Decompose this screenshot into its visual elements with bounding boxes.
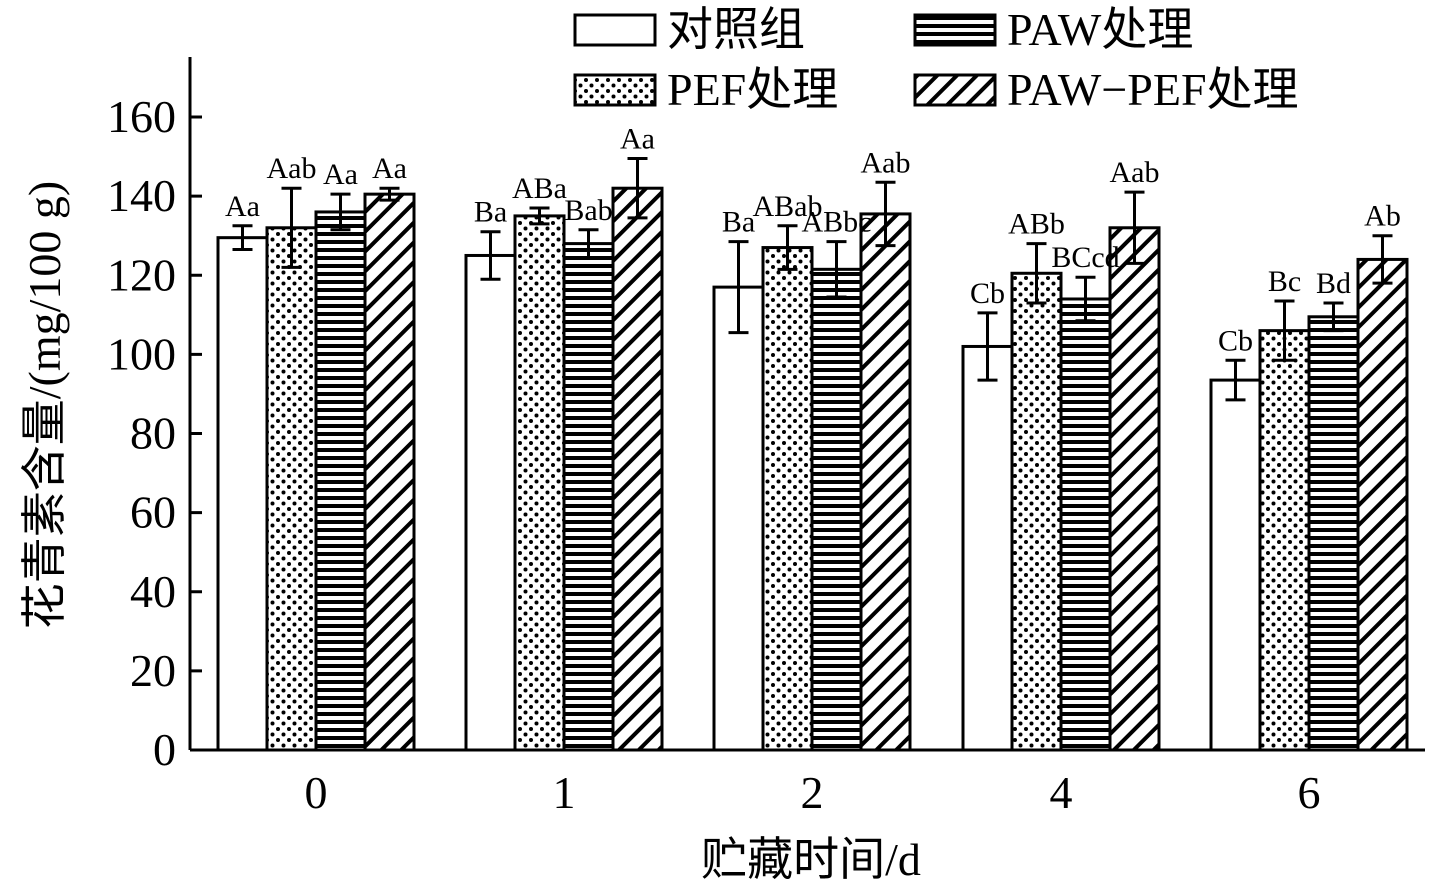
x-tick-label: 6 — [1298, 767, 1321, 818]
x-tick-label: 1 — [553, 767, 576, 818]
significance-label: Ba — [474, 196, 507, 229]
significance-label: ABb — [1008, 208, 1065, 241]
bar — [1108, 226, 1161, 752]
y-tick-label: 80 — [130, 408, 176, 459]
y-tick-label: 60 — [130, 487, 176, 538]
bar — [1258, 329, 1311, 752]
significance-label: Aa — [372, 152, 407, 185]
bar — [961, 344, 1014, 752]
bar — [363, 192, 416, 752]
bars — [216, 157, 1409, 752]
bar — [810, 267, 863, 752]
bar — [513, 214, 566, 752]
bar — [314, 210, 367, 752]
legend-label: PAW−PEF处理 — [1007, 64, 1299, 115]
significance-label: Bab — [564, 194, 612, 227]
significance-label: ABbc — [802, 206, 872, 239]
significance-label: Aa — [323, 158, 358, 191]
bar — [562, 242, 615, 752]
x-tick-label: 0 — [305, 767, 328, 818]
x-axis-title: 贮藏时间/d — [701, 834, 921, 885]
significance-label: Aa — [225, 190, 260, 223]
significance-label: Cb — [970, 277, 1005, 310]
bar — [1209, 378, 1262, 752]
legend-label: PEF处理 — [667, 64, 838, 115]
significance-label: Bd — [1316, 267, 1351, 300]
bar — [1059, 297, 1112, 752]
significance-label: Cb — [1218, 324, 1253, 357]
y-tick-label: 20 — [130, 645, 176, 696]
significance-label: Ab — [1364, 200, 1401, 233]
significance-label: Aab — [267, 152, 317, 185]
legend-label: PAW处理 — [1007, 4, 1193, 55]
significance-label: ABab — [753, 190, 823, 223]
x-tick-label: 2 — [801, 767, 824, 818]
axes: 0 20 40 60 80 100 120 140 160 0 1 2 4 6 — [107, 57, 1425, 818]
bar — [1356, 257, 1409, 752]
y-axis-title: 花青素含量/(mg/100 g) — [19, 181, 70, 629]
significance-labels: Aa Ba Ba Cb Cb Aab ABa ABab ABb Bc Aa Bab ABbc BCcd Bd… — [225, 123, 1401, 358]
significance-label: Bc — [1268, 265, 1301, 298]
bar — [712, 285, 765, 752]
y-tick-label: 0 — [153, 724, 176, 775]
bar — [1307, 315, 1360, 752]
y-tick-label: 120 — [107, 249, 176, 300]
bar — [265, 226, 318, 752]
y-tick-label: 100 — [107, 328, 176, 379]
legend-swatch — [913, 73, 997, 107]
y-tick-label: 160 — [107, 91, 176, 142]
significance-label: Ba — [722, 206, 755, 239]
y-tick-label: 40 — [130, 566, 176, 617]
bar — [464, 253, 517, 752]
significance-label: ABa — [512, 172, 567, 205]
x-tick-label: 4 — [1050, 767, 1073, 818]
legend-swatch — [573, 13, 657, 47]
legend-swatch — [913, 13, 997, 47]
bar — [859, 212, 912, 752]
significance-label: Aa — [620, 123, 655, 156]
significance-label: Aab — [861, 146, 911, 179]
bar — [611, 186, 664, 752]
significance-label: Aab — [1110, 156, 1160, 189]
y-tick-label: 140 — [107, 170, 176, 221]
legend-swatch — [573, 73, 657, 107]
bar — [1010, 271, 1063, 752]
bar — [761, 246, 814, 752]
significance-label: BCcd — [1051, 241, 1119, 274]
bar — [216, 236, 269, 752]
legend: 对照组 PEF处理 PAW处理 PAW−PEF处理 — [573, 4, 1299, 115]
legend-label: 对照组 — [667, 4, 805, 55]
